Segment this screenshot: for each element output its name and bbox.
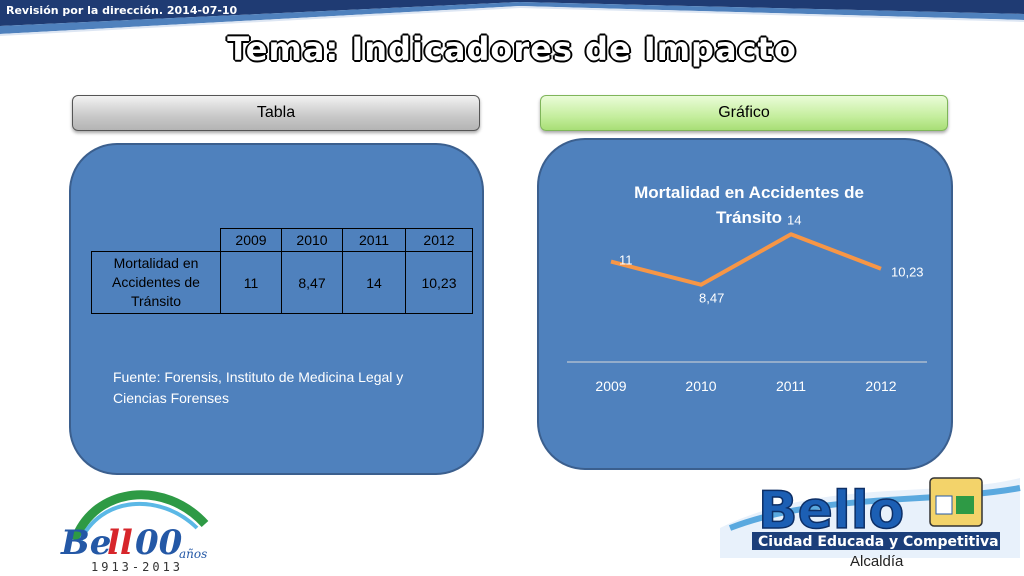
table-row-label: Mortalidad en Accidentes de Tránsito bbox=[91, 251, 221, 314]
header-text: Revisión por la dirección. 2014-07-10 bbox=[6, 4, 238, 17]
tab-grafico[interactable]: Gráfico bbox=[540, 95, 948, 131]
tab-tabla[interactable]: Tabla bbox=[72, 95, 480, 131]
chart-title: Mortalidad en Accidentes de Tránsito bbox=[634, 183, 864, 227]
data-label: 8,47 bbox=[699, 291, 724, 306]
table-header-row: 2009 2010 2011 2012 bbox=[92, 228, 473, 252]
svg-text:Be: Be bbox=[60, 523, 111, 563]
svg-text:1913-2013: 1913-2013 bbox=[91, 560, 183, 574]
svg-text:00: 00 bbox=[135, 523, 183, 563]
table-header-cell: 2010 bbox=[281, 228, 343, 252]
table-cell: 11 bbox=[220, 251, 282, 314]
x-tick-label: 2011 bbox=[776, 378, 806, 394]
slide-frame bbox=[0, 0, 1024, 36]
data-table: 2009 2010 2011 2012 Mortalidad en Accide… bbox=[91, 228, 473, 314]
table-corner bbox=[92, 229, 221, 252]
series-line bbox=[610, 232, 882, 287]
table-header-cell: 2011 bbox=[342, 228, 406, 252]
table-header-cell: 2009 bbox=[220, 228, 282, 252]
data-label: 10,23 bbox=[891, 265, 924, 280]
svg-text:Ciudad Educada y Competitiva: Ciudad Educada y Competitiva bbox=[758, 534, 999, 550]
data-label: 11 bbox=[619, 253, 633, 268]
x-tick-label: 2010 bbox=[685, 378, 716, 394]
svg-text:años: años bbox=[179, 547, 207, 561]
chart-panel: Mortalidad en Accidentes de Tránsito 11 8… bbox=[537, 138, 953, 470]
table-cell: 8,47 bbox=[281, 251, 343, 314]
x-tick-label: 2012 bbox=[865, 378, 896, 394]
x-tick-label: 2009 bbox=[595, 378, 626, 394]
source-text: Fuente: Forensis, Instituto de Medicina … bbox=[113, 369, 404, 406]
svg-text:ll: ll bbox=[107, 523, 133, 563]
table-cell: 14 bbox=[342, 251, 406, 314]
data-label: 14 bbox=[787, 212, 801, 227]
table-cell: 10,23 bbox=[405, 251, 473, 314]
bello-100-logo: Be ll 00 años 1913-2013 bbox=[60, 490, 213, 574]
line-chart: 11 8,47 14 10,23 2009 2010 2011 2012 bbox=[567, 212, 927, 394]
svg-text:Bello: Bello bbox=[758, 481, 904, 541]
svg-text:Alcaldía: Alcaldía bbox=[850, 553, 904, 570]
alcaldia-bello-logo: Bello Ciudad Educada y Competitiva Alcal… bbox=[720, 477, 1021, 570]
table-row: Mortalidad en Accidentes de Tránsito 11 … bbox=[91, 251, 473, 314]
page-title: Tema: Indicadores de Impacto bbox=[227, 30, 797, 68]
table-header-cell: 2012 bbox=[405, 228, 473, 252]
table-panel: 2009 2010 2011 2012 Mortalidad en Accide… bbox=[69, 143, 484, 475]
